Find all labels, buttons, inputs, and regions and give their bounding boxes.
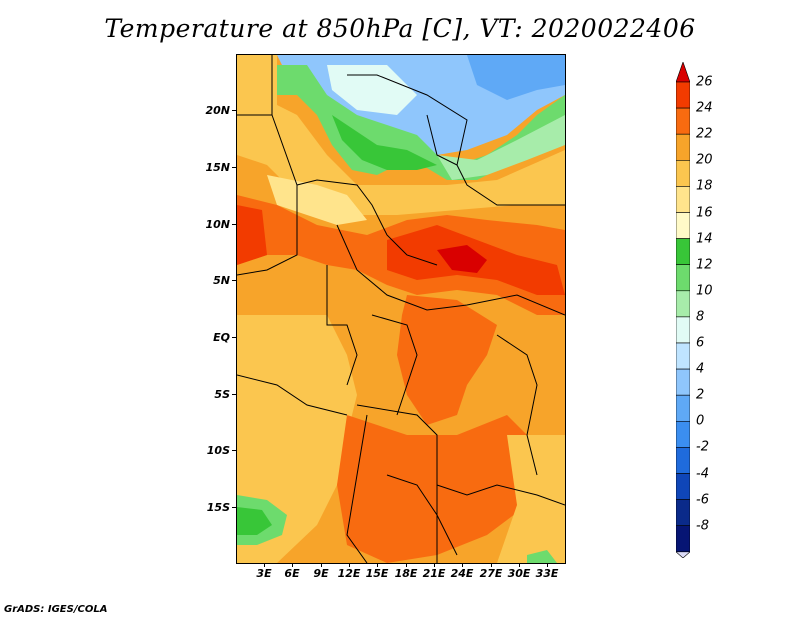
x-tick	[377, 563, 378, 567]
colorbar-top-triangle	[676, 62, 690, 83]
colorbar-segment	[676, 238, 690, 266]
x-tick	[462, 563, 463, 567]
colorbar-label: -2	[696, 439, 709, 455]
y-tick-label: 15S	[206, 501, 230, 514]
colorbar-label: -4	[696, 466, 709, 481]
y-tick-label: 10S	[206, 444, 230, 457]
y-tick-label: 5S	[214, 388, 230, 401]
x-tick-label: 6E	[284, 567, 300, 580]
x-tick	[349, 563, 350, 567]
x-tick-label: 30E	[507, 567, 531, 580]
x-tick-label: 12E	[337, 567, 361, 580]
colorbar-label: 2	[696, 387, 705, 403]
y-tick	[232, 337, 236, 338]
colorbar-segment	[676, 447, 690, 474]
x-tick	[547, 563, 548, 567]
y-tick	[232, 394, 236, 395]
x-tick-label: 27E	[479, 567, 503, 580]
colorbar-segment	[676, 316, 690, 344]
colorbar-label: 12	[696, 257, 713, 273]
x-tick	[406, 563, 407, 567]
y-tick	[232, 224, 236, 225]
map-title: Temperature at 850hPa [C], VT: 202002240…	[104, 14, 696, 43]
colorbar-segment	[676, 394, 690, 422]
x-tick-label: 18E	[394, 567, 418, 580]
colorbar-segment	[676, 81, 690, 109]
x-tick	[292, 563, 293, 567]
colorbar-label: 6	[696, 335, 705, 351]
colorbar-segment	[676, 107, 690, 135]
y-tick	[232, 280, 236, 281]
colorbar-label: 16	[696, 205, 713, 220]
y-tick	[232, 507, 236, 508]
colorbar-label: 10	[696, 283, 713, 299]
colorbar-segment	[676, 186, 690, 213]
y-tick-label: 5N	[213, 274, 230, 287]
temperature-field	[237, 55, 565, 563]
credit-text: GrADS: IGES/COLA	[4, 604, 108, 615]
x-tick	[434, 563, 435, 567]
colorbar-segment	[676, 342, 690, 370]
colorbar-segment	[676, 212, 690, 239]
colorbar-label: -6	[696, 492, 709, 508]
y-tick-label: 20N	[205, 104, 230, 117]
colorbar-label: 22	[696, 126, 713, 142]
x-tick	[519, 563, 520, 567]
x-tick-label: 21E	[422, 567, 446, 580]
colorbar	[676, 62, 690, 558]
colorbar-label: 26	[696, 74, 713, 90]
colorbar-segment	[676, 290, 690, 318]
colorbar-label: 20	[696, 152, 713, 168]
x-tick	[491, 563, 492, 567]
y-tick-label: 15N	[205, 161, 230, 174]
x-tick-label: 24E	[450, 567, 474, 580]
x-tick-label: 3E	[256, 567, 272, 580]
colorbar-segment	[676, 133, 690, 161]
colorbar-segment	[676, 499, 690, 527]
colorbar-segment	[676, 525, 690, 553]
x-tick-label: 33E	[535, 567, 559, 580]
colorbar-segment	[676, 473, 690, 500]
colorbar-segment	[676, 420, 690, 448]
colorbar-segment	[676, 264, 690, 292]
colorbar-label: 8	[696, 309, 705, 325]
temperature-map	[236, 54, 566, 564]
y-tick	[232, 110, 236, 111]
colorbar-label: 24	[696, 100, 713, 116]
colorbar-label: 4	[696, 361, 705, 377]
colorbar-label: 18	[696, 178, 713, 194]
x-tick	[264, 563, 265, 567]
colorbar-bottom-triangle	[676, 551, 690, 558]
y-tick	[232, 167, 236, 168]
colorbar-segment	[676, 368, 690, 396]
y-tick	[232, 450, 236, 451]
x-tick	[321, 563, 322, 567]
y-tick-label: EQ	[213, 331, 230, 344]
colorbar-segment	[676, 160, 690, 187]
colorbar-label: -8	[696, 518, 709, 534]
colorbar-label: 0	[696, 413, 705, 429]
colorbar-label: 14	[696, 231, 713, 247]
x-tick-label: 9E	[313, 567, 329, 580]
y-tick-label: 10N	[205, 218, 230, 231]
x-tick-label: 15E	[365, 567, 389, 580]
